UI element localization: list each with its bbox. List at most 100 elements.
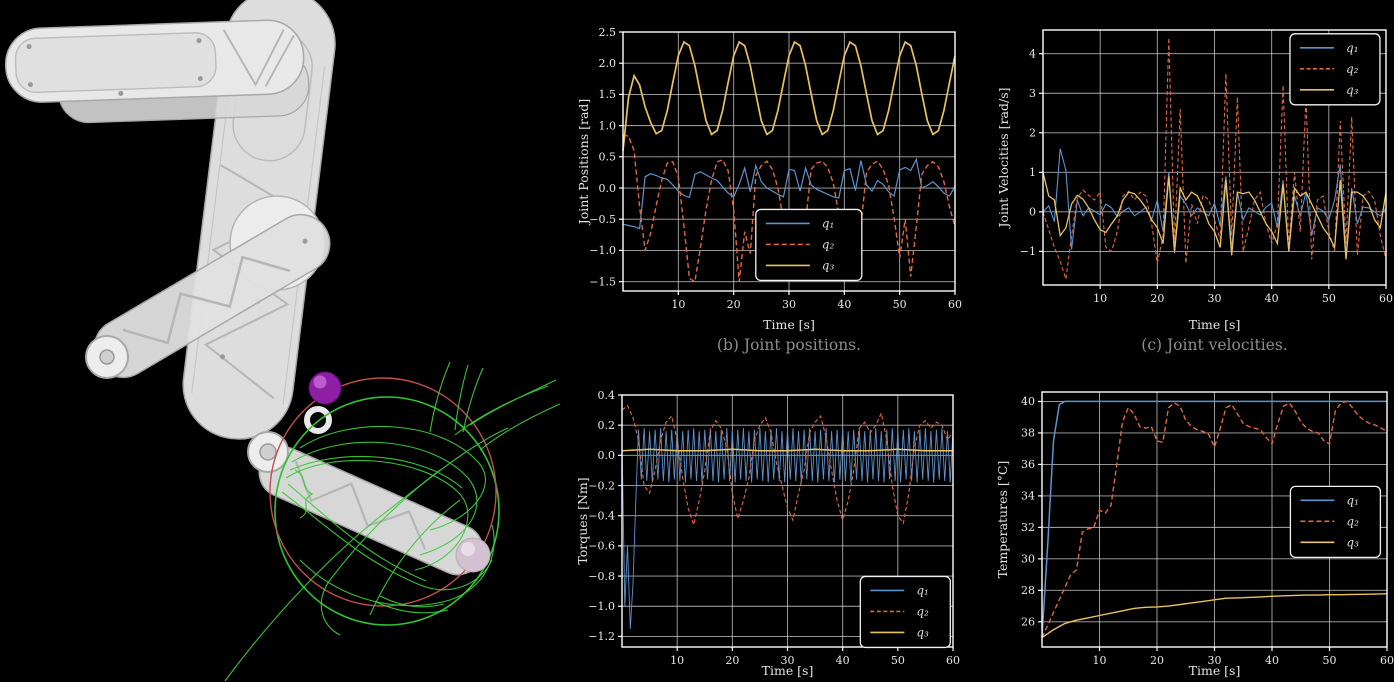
x-tick-label: 40 <box>836 654 850 667</box>
chart-joint-positions: 10 20 30 40 50 60 2.5 2.0 1.5 1.0 0.5 0.0 −0.5 −1.0 −1… <box>576 26 962 332</box>
x-axis-label: Time [s] <box>1189 663 1241 678</box>
y-tick-label: 0.5 <box>599 151 617 164</box>
legend-label: q₃ <box>1346 535 1359 549</box>
chart-temperatures: 10 20 30 40 50 60 26 28 30 32 34 36 38 40 Time [s] Temp… <box>995 391 1394 678</box>
y-tick-label: −1 <box>1020 245 1036 258</box>
y-tick-label: 30 <box>1021 553 1035 566</box>
x-tick-label: 50 <box>1323 654 1337 667</box>
y-tick-label: −1.2 <box>588 630 615 643</box>
legend: q₁ q₂ q₃ <box>755 208 863 282</box>
y-tick-label: −0.5 <box>589 213 616 226</box>
x-tick-label: 40 <box>837 298 851 311</box>
y-tick-label: −0.4 <box>588 510 615 523</box>
y-tick-label: 38 <box>1021 427 1035 440</box>
series-line-2 <box>1042 37 1387 280</box>
y-tick-label: 40 <box>1021 395 1035 408</box>
series-line-1 <box>1041 400 1387 638</box>
trajectory-lines <box>224 361 561 682</box>
y-tick-label: −0.8 <box>588 570 615 583</box>
legend-box <box>859 575 951 649</box>
series-line-3 <box>621 448 953 452</box>
legend-label: q₃ <box>1346 83 1359 97</box>
caption-joint-velocities: (c) Joint velocities. <box>1141 336 1288 354</box>
y-tick-label: 1.0 <box>599 119 617 132</box>
sphere-pink <box>455 537 491 573</box>
plot-temperatures: 10 20 30 40 50 60 26 28 30 32 34 36 38 40 Time [s] Temp… <box>995 391 1394 678</box>
chart-torques: 10 20 30 40 50 60 0.4 0.2 0.0 −0.2 −0.4 −0.6 −0.8 −1.… <box>575 389 960 678</box>
y-tick-label: 36 <box>1021 458 1035 471</box>
caption-joint-positions: (b) Joint positions. <box>716 336 862 354</box>
series-line-1 <box>1042 148 1387 256</box>
x-tick-label: 20 <box>725 654 739 667</box>
series-line-3 <box>622 40 956 151</box>
x-tick-label: 10 <box>670 654 684 667</box>
x-tick-label: 50 <box>893 298 907 311</box>
y-tick-label: 0.0 <box>599 182 617 195</box>
x-tick-label: 60 <box>946 654 960 667</box>
y-tick-label: −1.0 <box>589 244 616 257</box>
series-line-2 <box>1041 400 1388 638</box>
x-tick-label: 10 <box>671 298 685 311</box>
y-tick-label: −0.6 <box>588 540 615 553</box>
y-tick-label: 1.5 <box>599 88 617 101</box>
robot-arm <box>4 0 484 576</box>
series-line-1 <box>621 428 954 629</box>
series-line-1 <box>622 157 956 230</box>
x-tick-label: 60 <box>1379 292 1393 305</box>
y-tick-label: 34 <box>1021 490 1035 503</box>
x-tick-label: 50 <box>891 654 905 667</box>
y-tick-label: 2 <box>1029 127 1036 140</box>
joint-hub-elbow <box>247 431 289 473</box>
x-tick-label: 30 <box>782 298 796 311</box>
y-tick-label: 2.5 <box>599 26 617 39</box>
y-tick-label: 2.0 <box>599 57 617 70</box>
legend-label: q₂ <box>1346 62 1359 76</box>
y-tick-label: 0.4 <box>598 389 616 402</box>
x-tick-label: 20 <box>1150 292 1164 305</box>
x-tick-label: 40 <box>1265 292 1279 305</box>
x-tick-label: 20 <box>727 298 741 311</box>
x-tick-label: 60 <box>1380 654 1394 667</box>
plot-torques: 10 20 30 40 50 60 0.4 0.2 0.0 −0.2 −0.4 −0.6 −0.8 −1.… <box>575 389 960 678</box>
robot-render <box>4 0 561 682</box>
target-circle-red <box>269 377 497 607</box>
y-tick-label: 3 <box>1029 87 1036 100</box>
sphere-purple <box>308 371 342 405</box>
x-axis-label: Time [s] <box>763 317 815 332</box>
legend-label: q₂ <box>1346 514 1359 528</box>
x-tick-label: 60 <box>948 298 962 311</box>
y-tick-label: 0.2 <box>598 419 616 432</box>
legend-label: q₂ <box>916 604 929 618</box>
x-axis-label: Time [s] <box>762 663 814 678</box>
x-tick-label: 40 <box>1265 654 1279 667</box>
y-tick-label: 0.0 <box>598 449 616 462</box>
legend-label: q₂ <box>822 237 835 251</box>
legend: q₁ q₂ q₃ <box>1289 485 1382 558</box>
legend: q₁ q₂ q₃ <box>859 575 951 649</box>
y-tick-label: −0.2 <box>588 479 615 492</box>
x-tick-label: 30 <box>1208 292 1222 305</box>
joint-hub-lower-left <box>85 335 129 379</box>
x-tick-label: 30 <box>781 654 795 667</box>
y-tick-label: 4 <box>1029 48 1036 61</box>
y-axis-label: Temperatures [°C] <box>995 461 1010 579</box>
legend-label: q₁ <box>1346 493 1359 507</box>
y-tick-label: 1 <box>1029 166 1036 179</box>
legend-label: q₃ <box>916 625 929 639</box>
x-axis-label: Time [s] <box>1189 317 1241 332</box>
legend-box <box>1289 33 1381 106</box>
plot-joint-positions: 10 20 30 40 50 60 2.5 2.0 1.5 1.0 0.5 0.0 −0.5 −1.0 −1… <box>576 26 962 332</box>
y-axis-label: Torques [Nm] <box>575 477 590 564</box>
y-tick-label: 26 <box>1021 616 1035 629</box>
legend-label: q₁ <box>1346 41 1359 55</box>
legend-label: q₁ <box>822 216 835 230</box>
legend-label: q₃ <box>822 258 835 272</box>
x-tick-label: 20 <box>1150 654 1164 667</box>
x-tick-label: 50 <box>1322 292 1336 305</box>
y-tick-label: −1.0 <box>588 600 615 613</box>
robot-link-horizontal <box>4 19 310 124</box>
series-line-2 <box>621 404 954 527</box>
y-tick-label: 0 <box>1029 206 1036 219</box>
